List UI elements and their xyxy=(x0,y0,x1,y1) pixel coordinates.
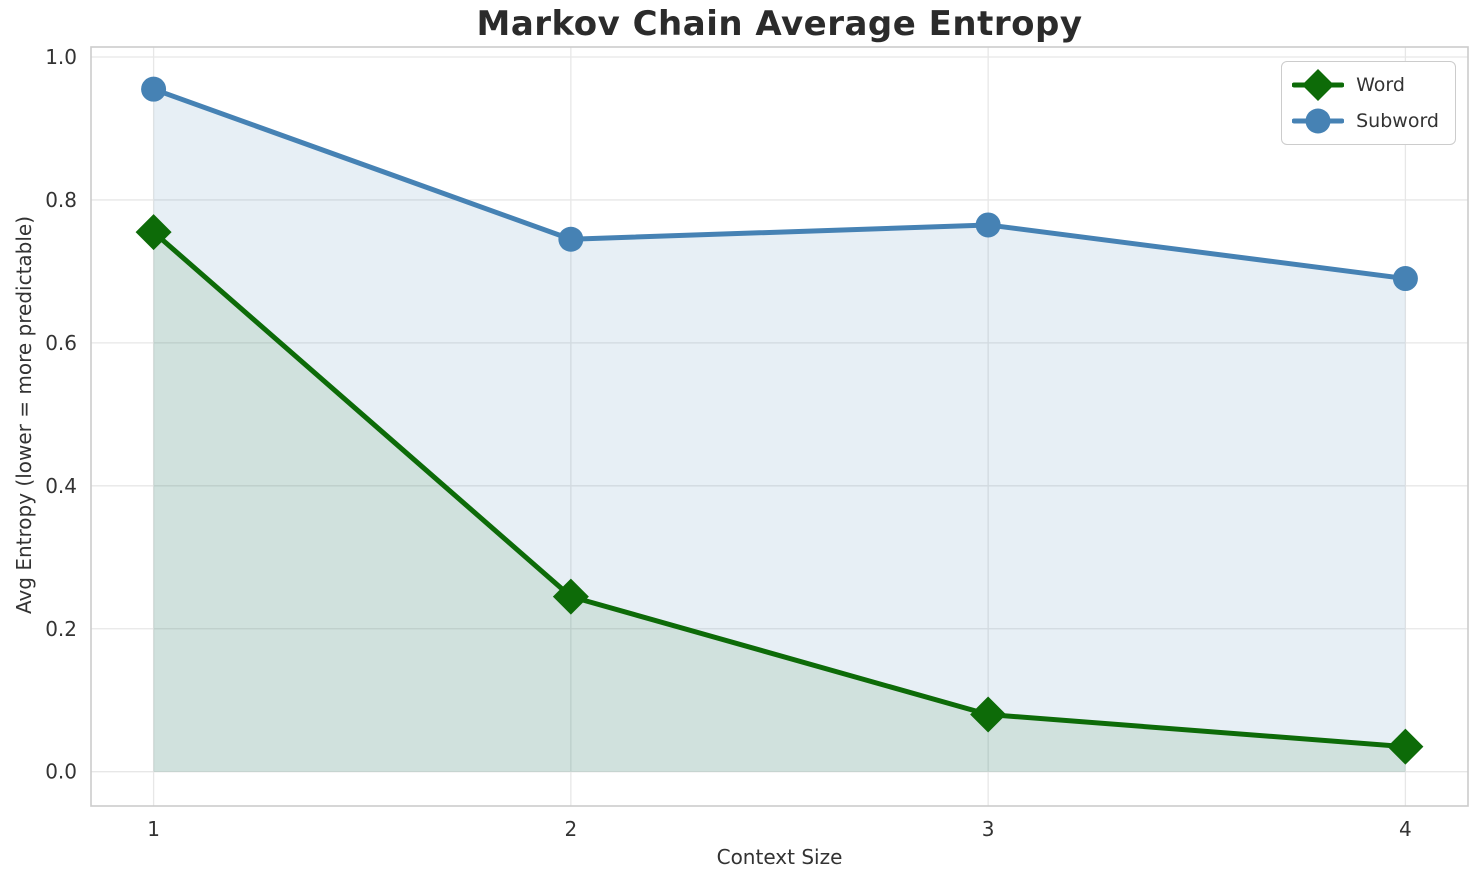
legend-label-word: Word xyxy=(1356,74,1405,96)
legend: Word Subword xyxy=(1281,61,1456,145)
word-marker xyxy=(552,578,589,615)
y-tick-label: 0.6 xyxy=(45,331,77,355)
legend-item-subword: Subword xyxy=(1292,104,1439,138)
word-series-line xyxy=(151,229,1408,750)
plot-background xyxy=(91,47,1468,806)
y-tick-label: 0.2 xyxy=(45,617,77,641)
gridlines xyxy=(91,47,1468,806)
subword-series-glyph xyxy=(1292,108,1345,134)
subword-series-line xyxy=(151,86,1408,282)
legend-item-word: Word xyxy=(1292,68,1439,102)
word-marker xyxy=(1387,728,1424,765)
circle-marker-icon xyxy=(1305,108,1331,134)
x-tick-label: 3 xyxy=(982,817,995,841)
word-marker xyxy=(135,214,172,251)
diamond-marker-icon xyxy=(1302,69,1335,101)
x-tick-label: 2 xyxy=(564,817,577,841)
word-area-fill xyxy=(153,232,1406,772)
subword-marker xyxy=(975,212,1001,238)
y-tick-label: 0.8 xyxy=(45,188,77,212)
subword-marker xyxy=(1392,266,1418,292)
plot-border xyxy=(90,46,1469,807)
y-tick-label: 1.0 xyxy=(45,45,77,69)
tick-labels: 0.0 0.2 0.4 0.6 0.8 1.0 1 2 3 4 xyxy=(45,45,1412,841)
x-tick-label: 4 xyxy=(1399,817,1412,841)
y-tick-label: 0.0 xyxy=(45,760,77,784)
subword-marker xyxy=(558,226,584,252)
chart-title: Markov Chain Average Entropy xyxy=(476,4,1083,44)
y-axis-label: Avg Entropy (lower = more predictable) xyxy=(12,215,36,615)
x-axis-label: Context Size xyxy=(716,845,843,869)
legend-label-subword: Subword xyxy=(1356,110,1439,132)
word-series-glyph xyxy=(1292,69,1345,101)
x-tick-label: 1 xyxy=(147,817,160,841)
word-marker xyxy=(970,696,1007,733)
subword-marker xyxy=(141,76,167,102)
y-tick-label: 0.4 xyxy=(45,474,77,498)
subword-area-fill xyxy=(153,89,1406,772)
